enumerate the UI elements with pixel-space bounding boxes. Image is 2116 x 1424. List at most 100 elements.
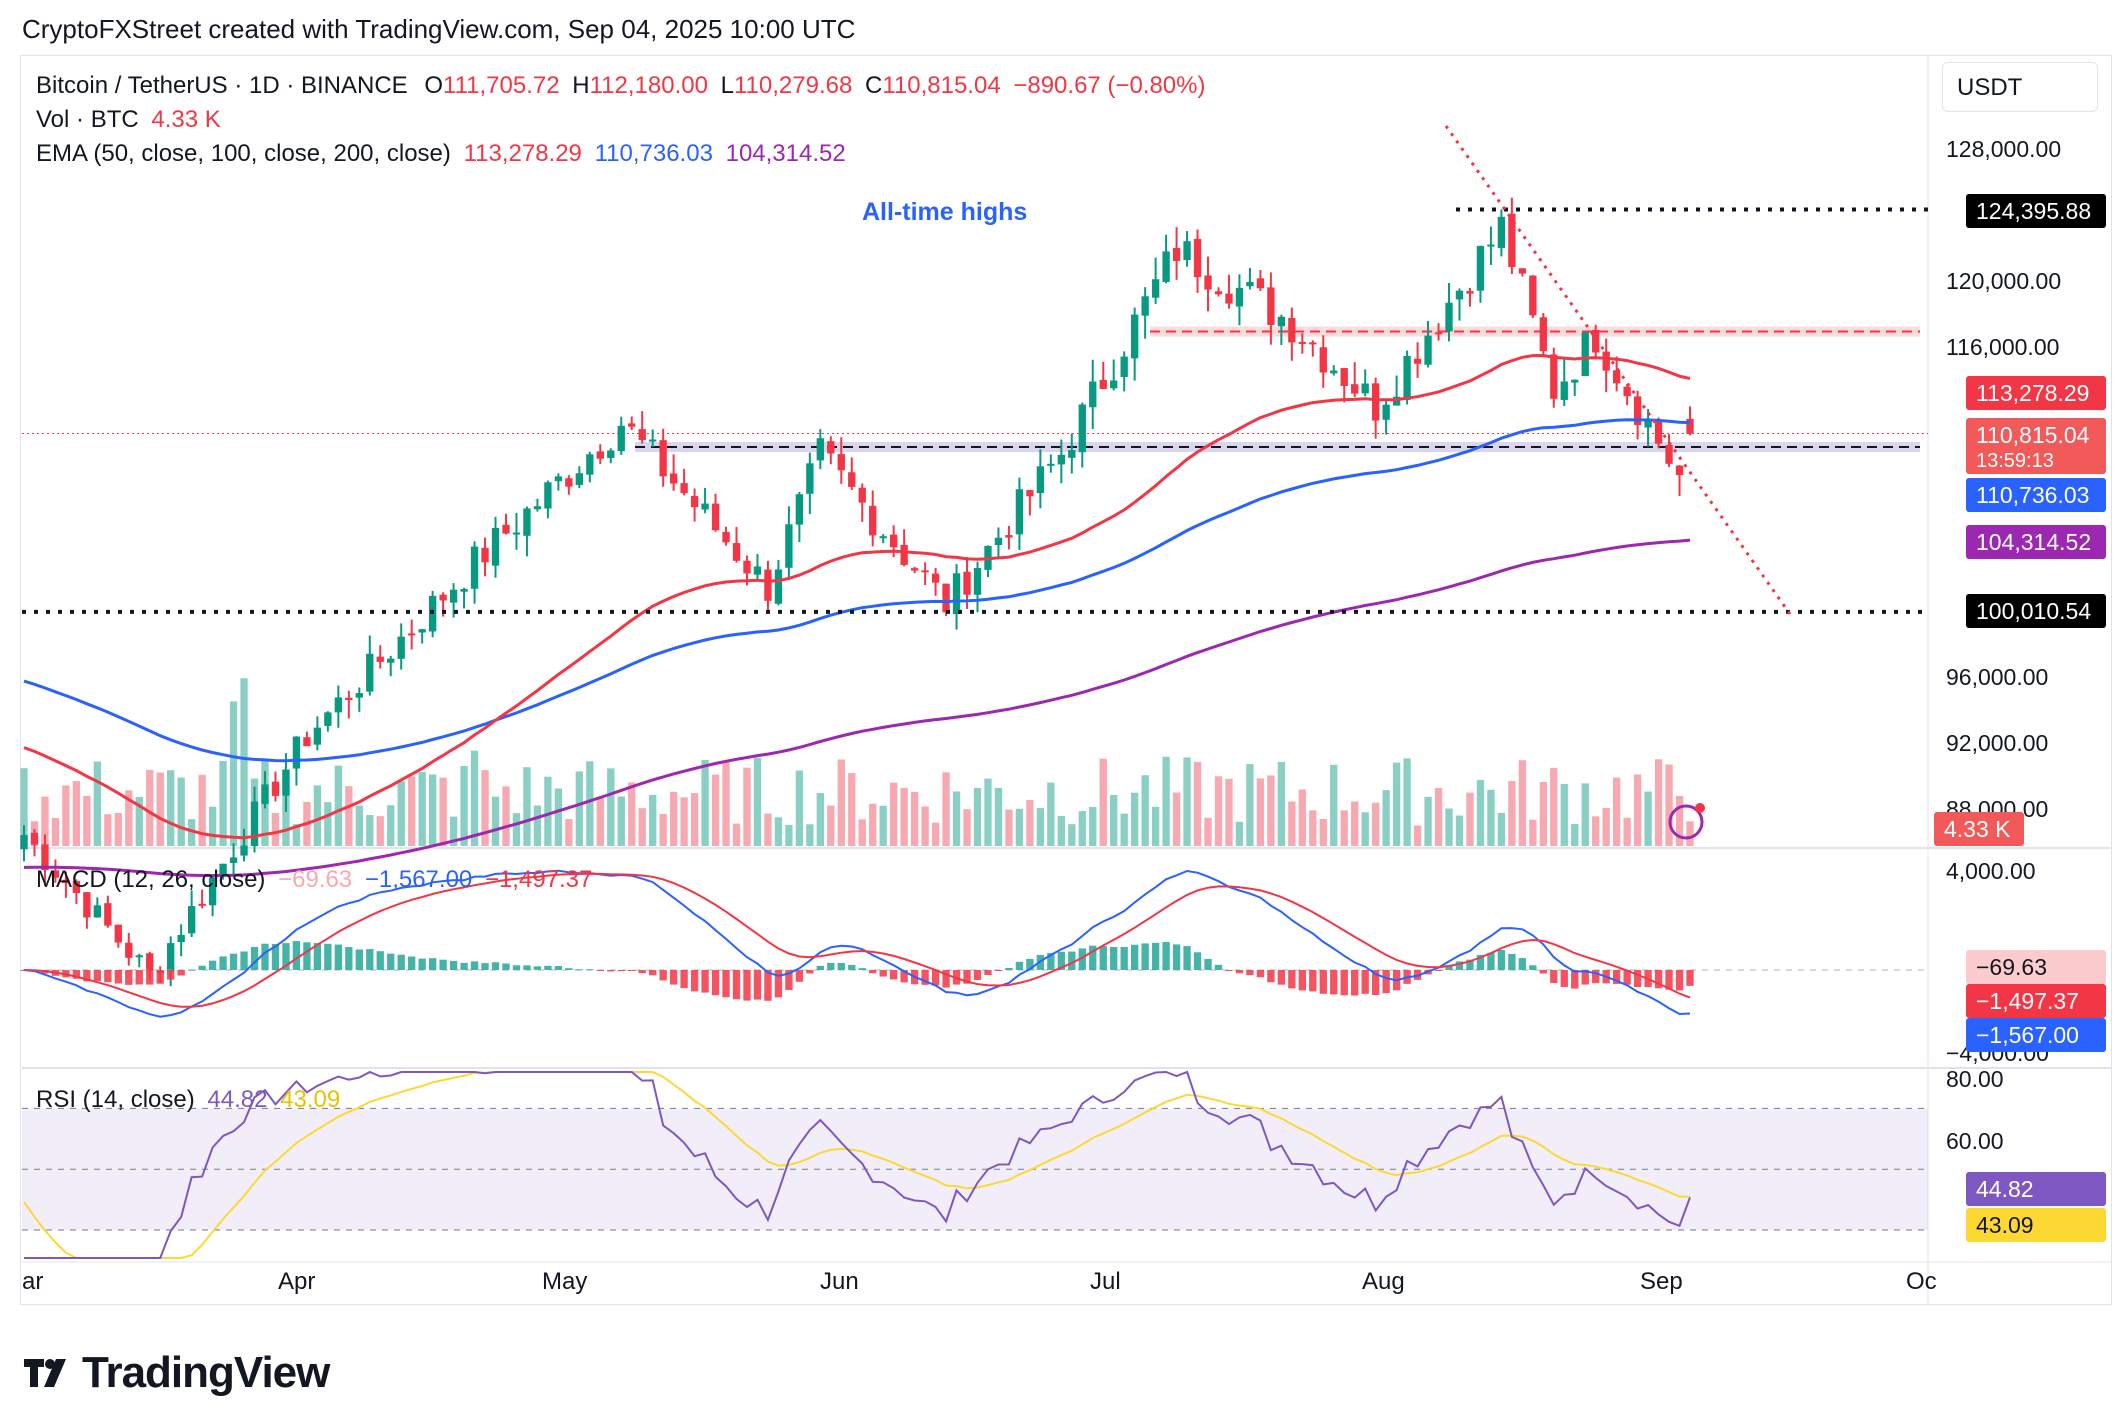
candle-body — [554, 476, 563, 482]
macd-hist-bar — [1099, 946, 1107, 970]
volume-bar — [690, 793, 699, 846]
volume-bar — [1340, 810, 1348, 846]
candle-body — [1225, 293, 1233, 304]
candle-body — [481, 547, 489, 563]
candle-body — [628, 423, 636, 427]
volume-bar — [376, 816, 384, 846]
candle-body — [596, 451, 604, 459]
candle-body — [1434, 332, 1443, 335]
volume-bar — [586, 761, 594, 846]
volume-bar — [1351, 801, 1359, 846]
macd-hist-bar — [114, 970, 122, 984]
volume-bar — [1623, 817, 1631, 846]
rsi-legend[interactable]: RSI (14, close) 44.82 43.09 — [36, 1086, 346, 1114]
macd-hist-bar — [1015, 961, 1024, 970]
candle-body — [900, 544, 908, 565]
volume-bar — [827, 805, 835, 846]
macd-hist-bar — [208, 960, 217, 970]
macd-hist-bar — [1675, 970, 1684, 991]
candle-body — [93, 905, 102, 918]
volume-bar — [628, 782, 636, 846]
macd-hist-bar — [533, 966, 542, 970]
macd-hist-bar — [470, 961, 479, 970]
volume-bar — [1235, 821, 1244, 846]
candle-body — [1529, 275, 1537, 316]
macd-hist-bar — [229, 953, 238, 970]
volume-bar — [114, 812, 122, 846]
volume-bar — [167, 770, 175, 846]
candle-body — [732, 543, 741, 561]
candle-body — [931, 573, 940, 583]
candle-body — [722, 531, 730, 543]
tradingview-logo[interactable]: TradingView — [24, 1348, 330, 1398]
candle-body — [114, 924, 122, 943]
volume-bar — [387, 805, 395, 846]
candle-body — [1424, 335, 1432, 365]
candle-body — [1351, 384, 1359, 394]
candle-body — [313, 727, 322, 745]
symbol-title[interactable]: Bitcoin / TetherUS · 1D · BINANCE — [36, 72, 408, 99]
macd-hist-bar — [1497, 949, 1506, 970]
candle-body — [806, 463, 814, 494]
candle-body — [1330, 370, 1338, 374]
macd-hist-bar — [827, 962, 835, 970]
volume-bar — [701, 759, 709, 846]
volume-bar — [219, 760, 227, 846]
candle-body — [1099, 379, 1107, 389]
macd-hist-bar — [1560, 970, 1568, 987]
macd-hist-bar — [1246, 970, 1254, 976]
chart-frame — [20, 55, 2112, 1305]
candle-body — [1445, 302, 1453, 332]
candle-body — [785, 524, 793, 568]
ema200-badge: 104,314.52 — [1966, 525, 2106, 559]
currency-button[interactable]: USDT — [1942, 62, 2098, 112]
volume-bar — [1654, 759, 1663, 846]
candle-body — [1371, 383, 1380, 421]
rsi-tick: 80.00 — [1946, 1066, 2004, 1092]
volume-bar — [994, 787, 1003, 846]
all-time-highs-annotation[interactable]: All-time highs — [862, 198, 1028, 226]
macd-hist-bar — [1214, 964, 1223, 970]
price-tick: 96,000.00 — [1946, 664, 2049, 690]
replay-icon-ring — [1668, 804, 1704, 840]
macd-hist-bar — [355, 949, 363, 970]
volume-bar — [1120, 813, 1128, 846]
macd-hist-bar — [607, 970, 615, 972]
volume-label: Vol · BTC — [36, 106, 139, 133]
volume-bar — [1529, 819, 1537, 846]
volume-legend[interactable]: Vol · BTC 4.33 K — [36, 106, 227, 134]
candle-body — [753, 566, 762, 575]
macd-hist-bar — [1592, 970, 1600, 984]
ema100-badge: 110,736.03 — [1966, 478, 2106, 512]
macd-signal-line — [23, 872, 1691, 1008]
candle-body — [1068, 450, 1076, 458]
rsi-ma-line — [23, 1071, 1691, 1259]
volume-bar — [1089, 806, 1097, 846]
candle-body — [837, 454, 845, 471]
volume-bar — [638, 808, 646, 846]
volume-bar — [523, 767, 531, 846]
macd-hist-bar — [1235, 970, 1244, 974]
volume-bar — [1612, 777, 1621, 846]
macd-hist-bar — [187, 969, 196, 971]
month-label: May — [542, 1268, 588, 1295]
volume-bar — [1288, 801, 1296, 846]
ema-legend[interactable]: EMA (50, close, 100, close, 200, close) … — [36, 140, 852, 168]
volume-bar — [208, 806, 217, 846]
month-label: Jul — [1090, 1268, 1121, 1295]
volume-bar — [93, 761, 102, 846]
volume-bar — [1403, 758, 1411, 846]
macd-legend[interactable]: MACD (12, 26, close) −69.63 −1,567.00 −1… — [36, 866, 598, 894]
candle-body — [387, 658, 395, 663]
volume-bar — [952, 791, 961, 846]
macd-hist-bar — [1130, 944, 1139, 970]
volume-bar — [481, 770, 489, 846]
volume-bar — [1487, 789, 1495, 846]
volume-bar — [1267, 775, 1275, 846]
volume-bar — [1151, 806, 1160, 846]
volume-bar — [428, 774, 437, 846]
volume-bar — [1225, 778, 1233, 846]
candle-body — [146, 953, 154, 971]
candle-body — [1183, 241, 1191, 261]
